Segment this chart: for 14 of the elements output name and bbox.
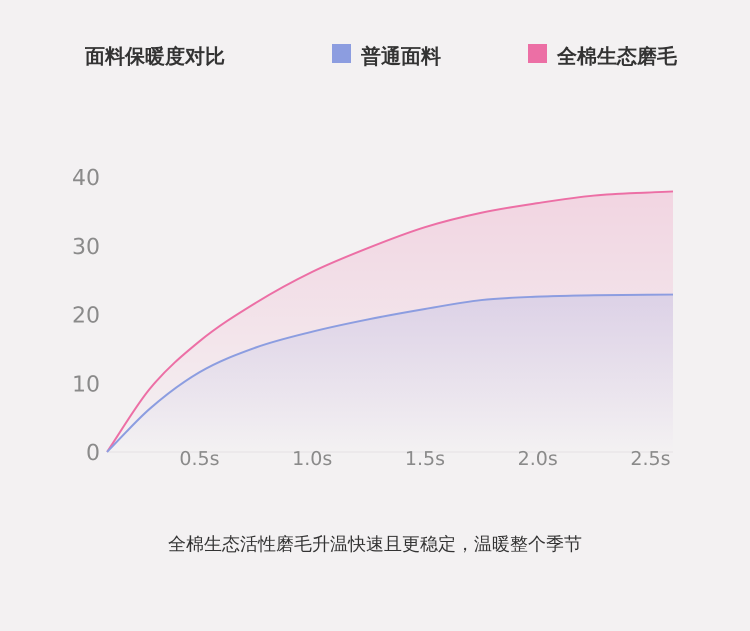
xtick: 1.0s bbox=[292, 448, 332, 470]
legend-label: 普通面料 bbox=[361, 44, 441, 68]
ytick: 20 bbox=[72, 304, 100, 328]
xtick: 2.5s bbox=[630, 448, 671, 470]
legend-label: 全棉生态磨毛 bbox=[557, 44, 677, 68]
ytick: 40 bbox=[72, 166, 100, 191]
xtick: 0.5s bbox=[179, 448, 220, 470]
title: 面料保暖度对比 bbox=[85, 44, 225, 68]
annotation: 全棉生态活性磨毛升温快速且更稳定，温暖整个季节 bbox=[168, 534, 582, 555]
ytick: 10 bbox=[72, 372, 100, 398]
xtick: 2.0s bbox=[518, 448, 558, 470]
ytick: 30 bbox=[72, 234, 100, 260]
ytick: 0 bbox=[86, 441, 100, 466]
xtick: 1.5s bbox=[404, 448, 446, 470]
